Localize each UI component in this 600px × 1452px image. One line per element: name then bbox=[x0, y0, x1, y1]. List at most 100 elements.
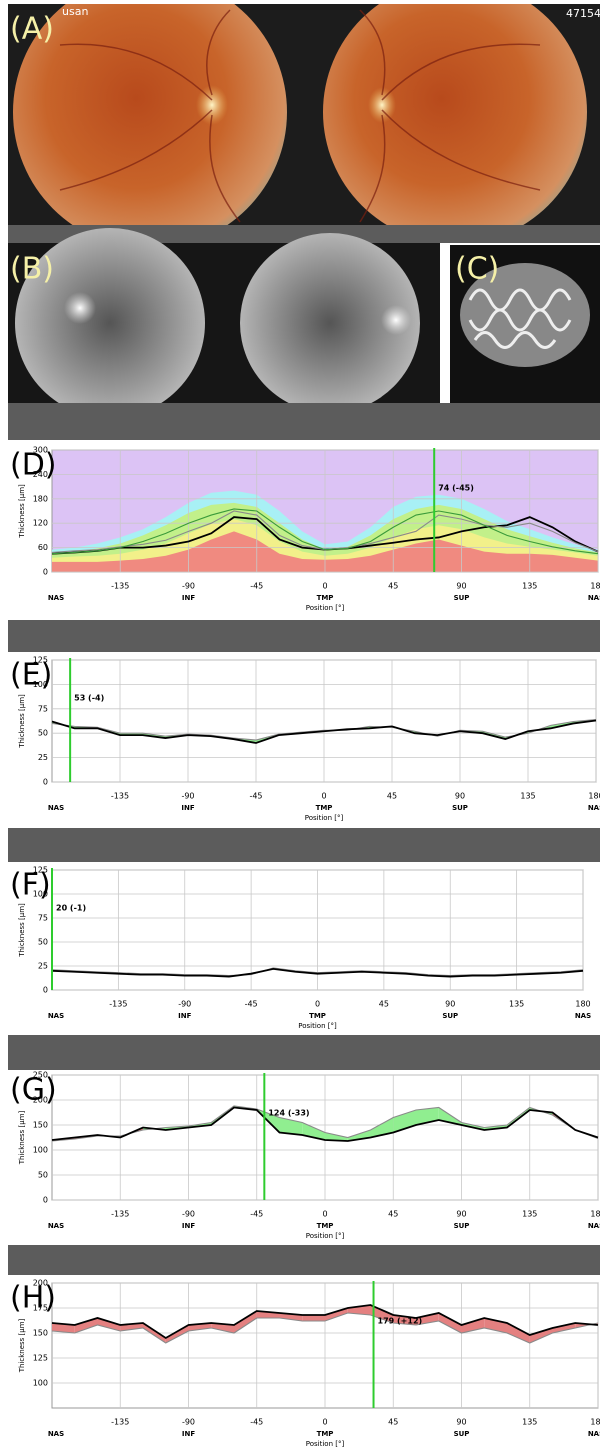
x-tick-label: 180 bbox=[575, 1000, 590, 1009]
y-tick-label: 75 bbox=[38, 704, 48, 713]
x-tick-label: 180 bbox=[590, 582, 600, 591]
y-axis-title: Thickness [µm] bbox=[18, 903, 26, 958]
x-axis-title: Position [°] bbox=[306, 1440, 345, 1448]
sector-label: NAS bbox=[588, 804, 600, 812]
sector-label: SUP bbox=[454, 1222, 470, 1230]
sector-label: SUP bbox=[442, 1012, 458, 1020]
sector-label: NAS bbox=[588, 1430, 600, 1438]
sector-label: NAS bbox=[48, 1430, 64, 1438]
panel-label: (H) bbox=[10, 1281, 56, 1316]
sector-label: NAS bbox=[48, 804, 64, 812]
y-axis-title: Thickness [µm] bbox=[18, 484, 26, 539]
x-tick-label: 45 bbox=[388, 1418, 398, 1427]
marker-label: 124 (-33) bbox=[268, 1109, 309, 1118]
separator bbox=[8, 828, 600, 862]
photo-text: usan bbox=[62, 5, 88, 18]
sector-label: INF bbox=[182, 594, 195, 602]
marker-label: 179 (+12) bbox=[378, 1317, 423, 1326]
y-tick-label: 0 bbox=[43, 778, 48, 787]
x-tick-label: -135 bbox=[109, 1000, 127, 1009]
x-tick-label: -45 bbox=[250, 582, 263, 591]
x-tick-label: 90 bbox=[456, 1210, 466, 1219]
panel-label: (A) bbox=[10, 12, 54, 47]
x-tick-label: 135 bbox=[509, 1000, 524, 1009]
x-tick-label: -45 bbox=[249, 792, 262, 801]
marker-label: 74 (-45) bbox=[438, 484, 474, 493]
panel-label: (B) bbox=[10, 252, 54, 287]
marker-label: 53 (-4) bbox=[74, 694, 104, 703]
sector-label: INF bbox=[181, 804, 194, 812]
x-tick-label: -90 bbox=[178, 1000, 191, 1009]
y-tick-label: 180 bbox=[33, 494, 48, 503]
panel-label: (E) bbox=[10, 658, 52, 693]
x-tick-label: 45 bbox=[388, 582, 398, 591]
sector-label: NAS bbox=[48, 594, 64, 602]
x-tick-label: -135 bbox=[111, 792, 129, 801]
sector-label: INF bbox=[182, 1222, 195, 1230]
x-tick-label: -135 bbox=[111, 1418, 129, 1427]
sector-label: SUP bbox=[454, 1430, 470, 1438]
x-tick-label: 135 bbox=[522, 1418, 537, 1427]
x-tick-label: -45 bbox=[245, 1000, 258, 1009]
y-tick-label: 50 bbox=[38, 1171, 48, 1180]
y-axis-title: Thickness [µm] bbox=[18, 1110, 26, 1165]
separator bbox=[8, 1245, 600, 1275]
x-tick-label: -90 bbox=[182, 1418, 195, 1427]
y-axis-title: Thickness [µm] bbox=[18, 1318, 26, 1373]
y-tick-label: 0 bbox=[43, 568, 48, 577]
sector-label: TMP bbox=[317, 1222, 334, 1230]
sector-label: NAS bbox=[48, 1222, 64, 1230]
panel-label: (D) bbox=[10, 448, 57, 483]
x-tick-label: -90 bbox=[181, 792, 194, 801]
x-tick-label: 0 bbox=[322, 1418, 327, 1427]
x-tick-label: 45 bbox=[388, 1210, 398, 1219]
x-tick-label: -90 bbox=[182, 1210, 195, 1219]
x-axis-title: Position [°] bbox=[298, 1022, 337, 1030]
x-tick-label: -45 bbox=[250, 1418, 263, 1427]
y-tick-label: 75 bbox=[38, 914, 48, 923]
panel-label: (C) bbox=[455, 252, 499, 287]
sector-label: TMP bbox=[316, 804, 333, 812]
separator bbox=[8, 403, 600, 440]
separator bbox=[8, 620, 600, 652]
x-tick-label: 135 bbox=[520, 792, 535, 801]
x-tick-label: -45 bbox=[250, 1210, 263, 1219]
sector-label: INF bbox=[182, 1430, 195, 1438]
x-tick-label: 135 bbox=[522, 582, 537, 591]
y-tick-label: 120 bbox=[33, 519, 48, 528]
x-tick-label: 135 bbox=[522, 1210, 537, 1219]
x-tick-label: 0 bbox=[322, 1210, 327, 1219]
sector-label: SUP bbox=[452, 804, 468, 812]
x-tick-label: 45 bbox=[387, 792, 397, 801]
x-tick-label: 90 bbox=[456, 1418, 466, 1427]
sector-label: NAS bbox=[48, 1012, 64, 1020]
x-tick-label: 180 bbox=[590, 1210, 600, 1219]
sector-label: SUP bbox=[454, 594, 470, 602]
y-tick-label: 125 bbox=[33, 1354, 48, 1363]
panel-label: (G) bbox=[10, 1073, 57, 1108]
sector-label: TMP bbox=[317, 1430, 334, 1438]
marker-label: 20 (-1) bbox=[56, 904, 86, 913]
sector-label: NAS bbox=[575, 1012, 591, 1020]
y-tick-label: 0 bbox=[43, 986, 48, 995]
optic-disc bbox=[64, 292, 96, 324]
y-tick-label: 150 bbox=[33, 1329, 48, 1338]
optic-disc bbox=[381, 305, 411, 335]
x-tick-label: 90 bbox=[455, 792, 465, 801]
x-axis-title: Position [°] bbox=[306, 1232, 345, 1240]
x-tick-label: 90 bbox=[445, 1000, 455, 1009]
x-tick-label: 180 bbox=[590, 1418, 600, 1427]
y-tick-label: 100 bbox=[33, 1146, 48, 1155]
x-axis-title: Position [°] bbox=[306, 604, 345, 612]
sector-label: INF bbox=[178, 1012, 191, 1020]
figure: (A) usan 47154 (B) (C) 74 (-45)060120180… bbox=[0, 0, 600, 1452]
sector-label: TMP bbox=[309, 1012, 326, 1020]
x-axis-title: Position [°] bbox=[305, 814, 344, 822]
panel-label: (F) bbox=[10, 868, 51, 903]
y-tick-label: 100 bbox=[33, 1379, 48, 1388]
sector-label: NAS bbox=[588, 594, 600, 602]
x-tick-label: 90 bbox=[456, 582, 466, 591]
x-tick-label: 0 bbox=[322, 582, 327, 591]
y-tick-label: 50 bbox=[38, 938, 48, 947]
y-tick-label: 60 bbox=[38, 543, 48, 552]
